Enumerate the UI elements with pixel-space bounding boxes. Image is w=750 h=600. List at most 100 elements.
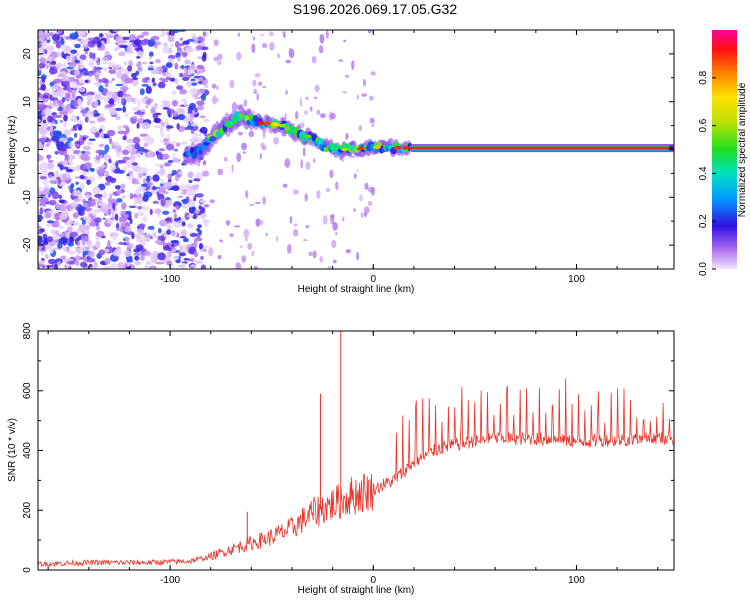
tone-line-core (409, 146, 670, 150)
noise-blob (168, 222, 172, 229)
noise-blob (134, 255, 140, 261)
noise-blob (107, 201, 113, 210)
noise-blob (109, 137, 112, 145)
noise-blob (179, 89, 187, 95)
noise-blob (203, 204, 210, 208)
faint-blob (313, 158, 316, 164)
noise-blob (166, 260, 173, 266)
noise-blob (138, 146, 145, 150)
noise-blob (170, 240, 180, 244)
noise-blob (94, 100, 99, 108)
noise-blob (199, 199, 207, 203)
noise-blob (182, 204, 189, 209)
noise-blob (194, 260, 203, 264)
noise-blob (100, 164, 107, 168)
faint-blob (312, 250, 317, 259)
noise-blob (39, 128, 47, 136)
noise-blob (38, 67, 42, 72)
noise-blob (152, 82, 157, 87)
noise-blob (126, 261, 131, 267)
noise-blob (156, 188, 160, 192)
noise-blob (145, 85, 152, 94)
noise-blob (154, 164, 160, 167)
noise-blob (131, 78, 139, 87)
noise-blob (51, 60, 57, 65)
faint-blob (369, 117, 375, 124)
noise-blob (57, 73, 66, 78)
noise-blob (46, 210, 54, 213)
noise-blob (203, 118, 210, 122)
noise-blob (55, 138, 60, 144)
faint-blob (299, 97, 302, 107)
noise-blob (95, 74, 99, 81)
noise-blob (146, 181, 154, 186)
noise-blob (110, 177, 117, 184)
faint-blob (219, 239, 224, 243)
noise-blob (124, 61, 127, 66)
noise-blob (49, 125, 53, 132)
faint-blob (265, 232, 269, 237)
noise-blob (57, 30, 63, 34)
noise-blob (60, 38, 65, 45)
noise-blob (144, 264, 149, 269)
noise-blob (83, 39, 87, 48)
noise-blob (150, 256, 159, 264)
noise-blob (74, 143, 80, 148)
noise-blob (51, 85, 55, 93)
noise-blob (89, 120, 96, 124)
noise-blob (43, 40, 48, 46)
noise-blob (113, 47, 118, 52)
noise-blob (200, 93, 206, 101)
noise-blob (67, 250, 72, 254)
noise-blob (191, 206, 196, 212)
noise-blob (39, 207, 44, 215)
noise-blob (72, 221, 77, 225)
noise-blob (132, 77, 139, 80)
noise-blob (135, 188, 141, 196)
noise-blob (166, 229, 172, 235)
noise-blob (101, 96, 106, 100)
faint-blob (241, 255, 247, 263)
faint-blob (349, 155, 355, 158)
noise-blob (38, 31, 47, 39)
noise-blob (180, 141, 188, 145)
noise-blob (97, 117, 106, 122)
faint-blob (255, 218, 261, 227)
noise-blob (138, 223, 146, 229)
noise-blob (38, 154, 44, 161)
noise-blob (139, 167, 148, 175)
noise-blob (103, 78, 109, 84)
noise-blob (56, 261, 62, 266)
noise-blob (190, 258, 195, 263)
noise-blob (162, 242, 167, 247)
noise-blob (54, 114, 63, 118)
faint-blob (343, 39, 347, 43)
faint-blob (316, 190, 321, 199)
noise-blob (137, 172, 144, 179)
noise-blob (58, 99, 64, 107)
faint-blob (245, 238, 248, 242)
faint-blob (329, 169, 334, 179)
noise-blob (115, 107, 123, 111)
noise-blob (38, 225, 42, 229)
noise-blob (110, 264, 116, 269)
noise-blob (139, 113, 144, 118)
noise-blob (81, 150, 86, 154)
noise-blob (189, 117, 193, 125)
faint-blob (319, 33, 325, 44)
noise-blob (174, 77, 179, 86)
ridge-peak (304, 134, 312, 139)
noise-blob (47, 236, 53, 243)
noise-blob (179, 37, 183, 41)
noise-blob (175, 204, 179, 209)
faint-blob (225, 220, 231, 226)
noise-blob (117, 262, 125, 269)
y-tick-label: 20 (22, 48, 33, 60)
faint-blob (360, 211, 364, 219)
noise-blob (117, 159, 127, 164)
faint-blob (335, 181, 339, 191)
noise-blob (155, 67, 159, 75)
noise-blob (197, 56, 202, 60)
noise-blob (170, 231, 178, 237)
noise-blob (43, 94, 49, 99)
